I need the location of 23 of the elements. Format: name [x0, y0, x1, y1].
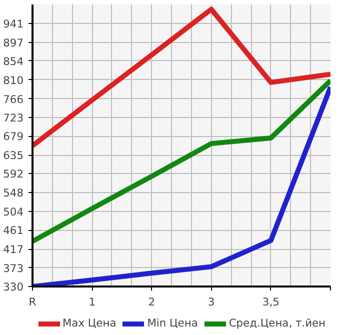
legend-label: Сред.Цена, т.йен: [228, 316, 326, 330]
y-tick-label: 897: [3, 36, 24, 50]
y-tick-label: 373: [3, 262, 24, 275]
y-tick-label: 592: [3, 168, 24, 181]
y-tick-label: 635: [3, 149, 24, 162]
y-tick-label: 810: [3, 74, 24, 87]
y-tick-label: 854: [3, 54, 24, 68]
y-tick-label: 504: [3, 206, 24, 219]
legend-label: Min Цена: [147, 316, 198, 330]
x-tick-label: 3: [208, 296, 215, 308]
y-tick-label: 679: [3, 130, 24, 144]
y-tick-label: 417: [3, 243, 24, 256]
y-tick-label: 941: [3, 17, 24, 30]
y-tick-label: 766: [3, 92, 24, 106]
y-tick-label: 548: [3, 186, 24, 200]
y-tick-label: 330: [3, 280, 24, 294]
legend-label: Max Цена: [62, 316, 116, 330]
x-tick-label: 3,5: [262, 296, 280, 308]
x-tick-label: 2: [148, 296, 156, 308]
y-tick-label: 723: [3, 111, 24, 124]
y-tick-label: 461: [3, 224, 24, 238]
x-tick-label: 1: [88, 296, 96, 308]
x-tick-label: R: [28, 296, 37, 308]
